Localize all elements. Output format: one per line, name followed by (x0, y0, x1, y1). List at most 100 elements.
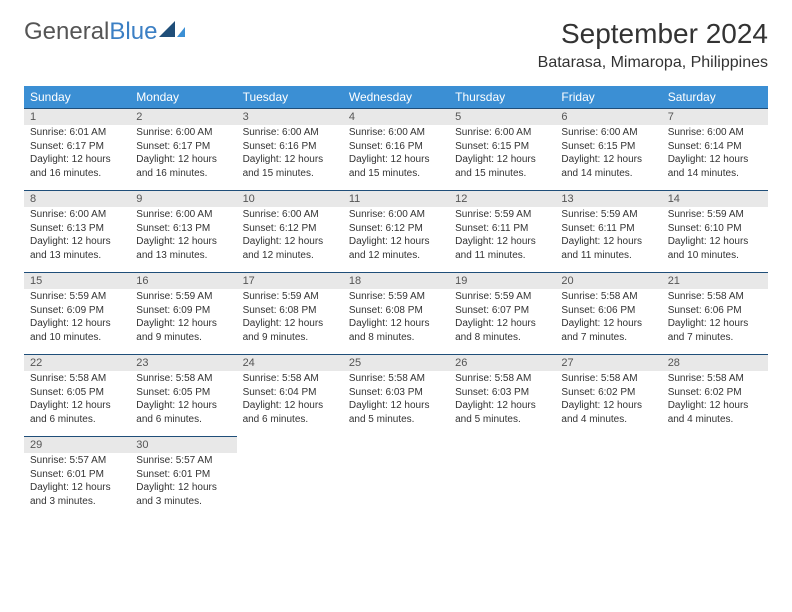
day-header: Monday (130, 86, 236, 108)
day-header: Saturday (662, 86, 768, 108)
day-number: 14 (662, 190, 768, 207)
daylight-text-2: and 12 minutes. (243, 249, 337, 263)
daylight-text-2: and 14 minutes. (668, 167, 762, 181)
daylight-text-1: Daylight: 12 hours (561, 399, 655, 413)
daylight-text-2: and 16 minutes. (30, 167, 124, 181)
day-detail: Sunrise: 5:58 AMSunset: 6:03 PMDaylight:… (343, 371, 449, 436)
day-number: 13 (555, 190, 661, 207)
sunset-text: Sunset: 6:13 PM (136, 222, 230, 236)
sunrise-text: Sunrise: 5:57 AM (30, 454, 124, 468)
daylight-text-2: and 7 minutes. (668, 331, 762, 345)
day-detail: Sunrise: 5:58 AMSunset: 6:02 PMDaylight:… (662, 371, 768, 436)
day-detail: Sunrise: 6:00 AMSunset: 6:12 PMDaylight:… (237, 207, 343, 272)
day-detail-row: Sunrise: 6:00 AMSunset: 6:13 PMDaylight:… (24, 207, 768, 272)
day-number: 10 (237, 190, 343, 207)
daylight-text-1: Daylight: 12 hours (668, 399, 762, 413)
sunrise-text: Sunrise: 5:58 AM (455, 372, 549, 386)
header: GeneralBlue September 2024 Batarasa, Mim… (24, 18, 768, 72)
daylight-text-2: and 13 minutes. (30, 249, 124, 263)
day-detail (343, 453, 449, 512)
daylight-text-2: and 9 minutes. (243, 331, 337, 345)
daylight-text-1: Daylight: 12 hours (136, 481, 230, 495)
day-number: 16 (130, 272, 236, 289)
daylight-text-2: and 8 minutes. (349, 331, 443, 345)
day-number (662, 436, 768, 453)
sunrise-text: Sunrise: 5:58 AM (561, 290, 655, 304)
day-number: 17 (237, 272, 343, 289)
daylight-text-2: and 3 minutes. (136, 495, 230, 509)
sunrise-text: Sunrise: 6:00 AM (349, 126, 443, 140)
daylight-text-2: and 15 minutes. (243, 167, 337, 181)
daylight-text-1: Daylight: 12 hours (30, 153, 124, 167)
day-header: Wednesday (343, 86, 449, 108)
sunrise-text: Sunrise: 5:59 AM (455, 208, 549, 222)
daylight-text-1: Daylight: 12 hours (561, 153, 655, 167)
day-detail: Sunrise: 5:58 AMSunset: 6:03 PMDaylight:… (449, 371, 555, 436)
sunset-text: Sunset: 6:01 PM (136, 468, 230, 482)
day-detail: Sunrise: 5:59 AMSunset: 6:08 PMDaylight:… (343, 289, 449, 354)
day-number: 2 (130, 108, 236, 125)
day-detail: Sunrise: 6:00 AMSunset: 6:14 PMDaylight:… (662, 125, 768, 190)
day-header: Thursday (449, 86, 555, 108)
sunrise-text: Sunrise: 5:58 AM (30, 372, 124, 386)
daylight-text-1: Daylight: 12 hours (136, 235, 230, 249)
title-block: September 2024 Batarasa, Mimaropa, Phili… (538, 18, 768, 72)
day-detail (662, 453, 768, 512)
sunset-text: Sunset: 6:10 PM (668, 222, 762, 236)
sunrise-text: Sunrise: 5:59 AM (349, 290, 443, 304)
daylight-text-2: and 15 minutes. (349, 167, 443, 181)
day-number (555, 436, 661, 453)
day-detail (449, 453, 555, 512)
day-header-row: SundayMondayTuesdayWednesdayThursdayFrid… (24, 86, 768, 108)
day-header: Friday (555, 86, 661, 108)
day-detail: Sunrise: 6:00 AMSunset: 6:15 PMDaylight:… (555, 125, 661, 190)
day-number: 15 (24, 272, 130, 289)
day-number: 8 (24, 190, 130, 207)
day-number: 22 (24, 354, 130, 371)
daylight-text-2: and 3 minutes. (30, 495, 124, 509)
day-number-row: 15161718192021 (24, 272, 768, 289)
day-number-row: 891011121314 (24, 190, 768, 207)
day-detail (555, 453, 661, 512)
sunrise-text: Sunrise: 5:58 AM (668, 290, 762, 304)
sunset-text: Sunset: 6:15 PM (561, 140, 655, 154)
sunset-text: Sunset: 6:11 PM (455, 222, 549, 236)
day-number (343, 436, 449, 453)
sunrise-text: Sunrise: 6:00 AM (136, 208, 230, 222)
day-detail: Sunrise: 5:57 AMSunset: 6:01 PMDaylight:… (24, 453, 130, 512)
sunset-text: Sunset: 6:06 PM (668, 304, 762, 318)
daylight-text-2: and 6 minutes. (243, 413, 337, 427)
day-number: 25 (343, 354, 449, 371)
daylight-text-1: Daylight: 12 hours (668, 153, 762, 167)
daylight-text-2: and 5 minutes. (455, 413, 549, 427)
day-detail: Sunrise: 6:00 AMSunset: 6:13 PMDaylight:… (130, 207, 236, 272)
day-number: 6 (555, 108, 661, 125)
day-number: 12 (449, 190, 555, 207)
day-detail: Sunrise: 5:59 AMSunset: 6:09 PMDaylight:… (24, 289, 130, 354)
sunrise-text: Sunrise: 6:00 AM (349, 208, 443, 222)
day-number: 11 (343, 190, 449, 207)
sunset-text: Sunset: 6:15 PM (455, 140, 549, 154)
day-number: 21 (662, 272, 768, 289)
day-detail: Sunrise: 6:00 AMSunset: 6:12 PMDaylight:… (343, 207, 449, 272)
daylight-text-1: Daylight: 12 hours (136, 153, 230, 167)
daylight-text-2: and 6 minutes. (30, 413, 124, 427)
day-number: 1 (24, 108, 130, 125)
daylight-text-2: and 7 minutes. (561, 331, 655, 345)
day-detail: Sunrise: 5:59 AMSunset: 6:11 PMDaylight:… (555, 207, 661, 272)
sail-icon (159, 18, 185, 46)
day-detail: Sunrise: 5:58 AMSunset: 6:05 PMDaylight:… (130, 371, 236, 436)
daylight-text-1: Daylight: 12 hours (349, 399, 443, 413)
day-number: 4 (343, 108, 449, 125)
day-number: 26 (449, 354, 555, 371)
sunrise-text: Sunrise: 6:00 AM (136, 126, 230, 140)
daylight-text-1: Daylight: 12 hours (561, 317, 655, 331)
logo-text-2: Blue (109, 18, 157, 46)
day-header: Tuesday (237, 86, 343, 108)
day-number (449, 436, 555, 453)
day-number-row: 2930 (24, 436, 768, 453)
daylight-text-1: Daylight: 12 hours (243, 399, 337, 413)
sunset-text: Sunset: 6:03 PM (349, 386, 443, 400)
sunset-text: Sunset: 6:05 PM (30, 386, 124, 400)
daylight-text-2: and 13 minutes. (136, 249, 230, 263)
